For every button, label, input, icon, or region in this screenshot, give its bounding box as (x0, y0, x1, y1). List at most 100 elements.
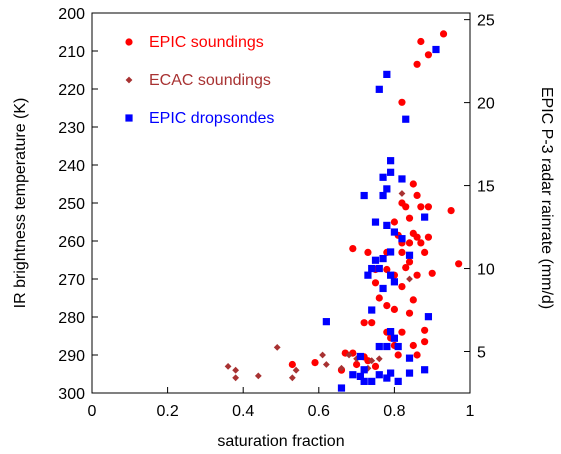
ecac-sounding-point (345, 351, 353, 359)
epic-dropsonde-point (368, 377, 376, 385)
epic-sounding-point (413, 233, 421, 241)
epic-sounding-point (409, 341, 417, 350)
epic-dropsonde-point (360, 366, 368, 374)
epic-dropsonde-point (390, 278, 398, 286)
epic-sounding-point (288, 360, 296, 369)
epic-dropsonde-point (387, 271, 395, 279)
epic-sounding-point (424, 233, 433, 241)
ecac-sounding-point (319, 351, 326, 359)
epic-dropsonde-point (356, 372, 364, 381)
legend: EPIC soundings ECAC soundings EPIC dropson… (125, 34, 274, 127)
epic-sounding-point (421, 248, 429, 256)
epic-sounding-point (424, 203, 433, 211)
epic-dropsonde-point (349, 371, 357, 379)
y-tick-label: 270 (58, 272, 85, 289)
epic-sounding-point (383, 265, 391, 274)
y-axis-title: IR brightness temperature (K) (12, 98, 29, 309)
y-tick-label: 300 (58, 386, 85, 403)
epic-dropsonde-point (371, 256, 380, 264)
x-tick-label: 0 (88, 403, 97, 420)
ecac-sounding-point (368, 357, 376, 365)
epic-dropsonde-point (368, 306, 376, 314)
epic-sounding-point (439, 30, 448, 38)
ecac-sounding-point (224, 363, 232, 370)
ecac-sounding-point (322, 361, 330, 368)
legend-label: ECAC soundings (149, 72, 271, 89)
epic-dropsonde-point (368, 264, 376, 273)
epic-sounding-point (455, 260, 463, 268)
y-tick-label: 220 (58, 82, 85, 99)
ecac-sounding-point (232, 374, 240, 382)
epic-dropsonde-point (375, 342, 383, 351)
y-tick-label: 240 (58, 158, 85, 175)
y2-axis-title: EPIC P-3 radar rainrate (mm/d) (538, 87, 555, 309)
y-axis-right: 5 10 15 20 25 (464, 13, 495, 362)
epic-sounding-point (353, 360, 361, 369)
ecac-sounding-point (273, 344, 281, 351)
legend-label: EPIC soundings (149, 34, 264, 51)
epic-sounding-point (394, 351, 402, 359)
ecac-sounding-point (375, 355, 383, 363)
y2-tick-label: 10 (477, 262, 495, 279)
y-tick-label: 290 (58, 348, 85, 365)
epic-dropsonde-point (383, 70, 391, 78)
epic-dropsonde-point (394, 342, 402, 351)
y2-tick-label: 25 (477, 13, 495, 30)
epic-dropsonde-point (424, 313, 433, 321)
ecac-sounding-point (398, 190, 406, 197)
epic-sounding-point (311, 359, 319, 367)
epic-dropsonde-point (383, 185, 391, 193)
epic-dropsonde-point (387, 369, 395, 377)
ecac-sounding-point (292, 366, 300, 374)
y-tick-label: 260 (58, 234, 85, 251)
epic-sounding-point (421, 326, 429, 334)
epic-sounding-point (405, 239, 414, 247)
plot-frame (91, 12, 471, 394)
epic-dropsonde-point (379, 191, 387, 200)
epic-dropsonde-point (383, 374, 391, 382)
x-tick-label: 0.4 (232, 403, 254, 420)
epic-sounding-point (417, 203, 425, 211)
epic-sounding-point (417, 37, 425, 46)
ecac-sounding-point (254, 372, 262, 380)
epic-dropsonde-point (398, 175, 406, 183)
ecac-sounding-point (288, 374, 296, 382)
epic-sounding-point (413, 351, 421, 359)
y-tick-label: 200 (58, 6, 85, 23)
epic-sounding-point (360, 319, 368, 327)
y2-tick-label: 5 (477, 345, 486, 362)
legend-marker (125, 38, 133, 46)
epic-dropsonde-point (379, 254, 387, 263)
epic-dropsonde-point (405, 354, 414, 362)
epic-sounding-point (413, 60, 421, 68)
x-tick-label: 0.6 (308, 403, 330, 420)
epic-dropsonde-point (402, 115, 410, 123)
y2-tick-label: 15 (477, 179, 495, 196)
epic-sounding-point (413, 271, 421, 279)
epic-sounding-point (371, 279, 380, 287)
epic-dropsonde-point (383, 342, 391, 351)
epic-sounding-point (402, 264, 410, 272)
epic-dropsonde-point (375, 371, 383, 379)
epic-sounding-point (364, 248, 372, 256)
epic-sounding-point (398, 283, 406, 291)
x-axis-title: saturation fraction (217, 433, 344, 450)
epic-sounding-point (409, 180, 417, 188)
epic-dropsonde-point (337, 384, 346, 392)
epic-dropsonde-point (383, 221, 391, 230)
epic-sounding-point (368, 319, 376, 327)
epic-sounding-point (398, 248, 406, 256)
epic-sounding-point (383, 302, 391, 310)
epic-dropsonde-point (405, 369, 414, 377)
epic-dropsonde-point (387, 248, 395, 256)
epic-sounding-point (409, 296, 417, 304)
ecac-sounding-point (232, 366, 240, 374)
ecac-sounding-point (406, 275, 413, 283)
epic-sounding-point (447, 207, 455, 215)
data-points (224, 30, 463, 392)
epic-dropsonde-point (387, 328, 395, 336)
epic-sounding-point (402, 203, 410, 211)
epic-dropsonde-point (394, 377, 402, 385)
epic-sounding-point (428, 269, 436, 277)
